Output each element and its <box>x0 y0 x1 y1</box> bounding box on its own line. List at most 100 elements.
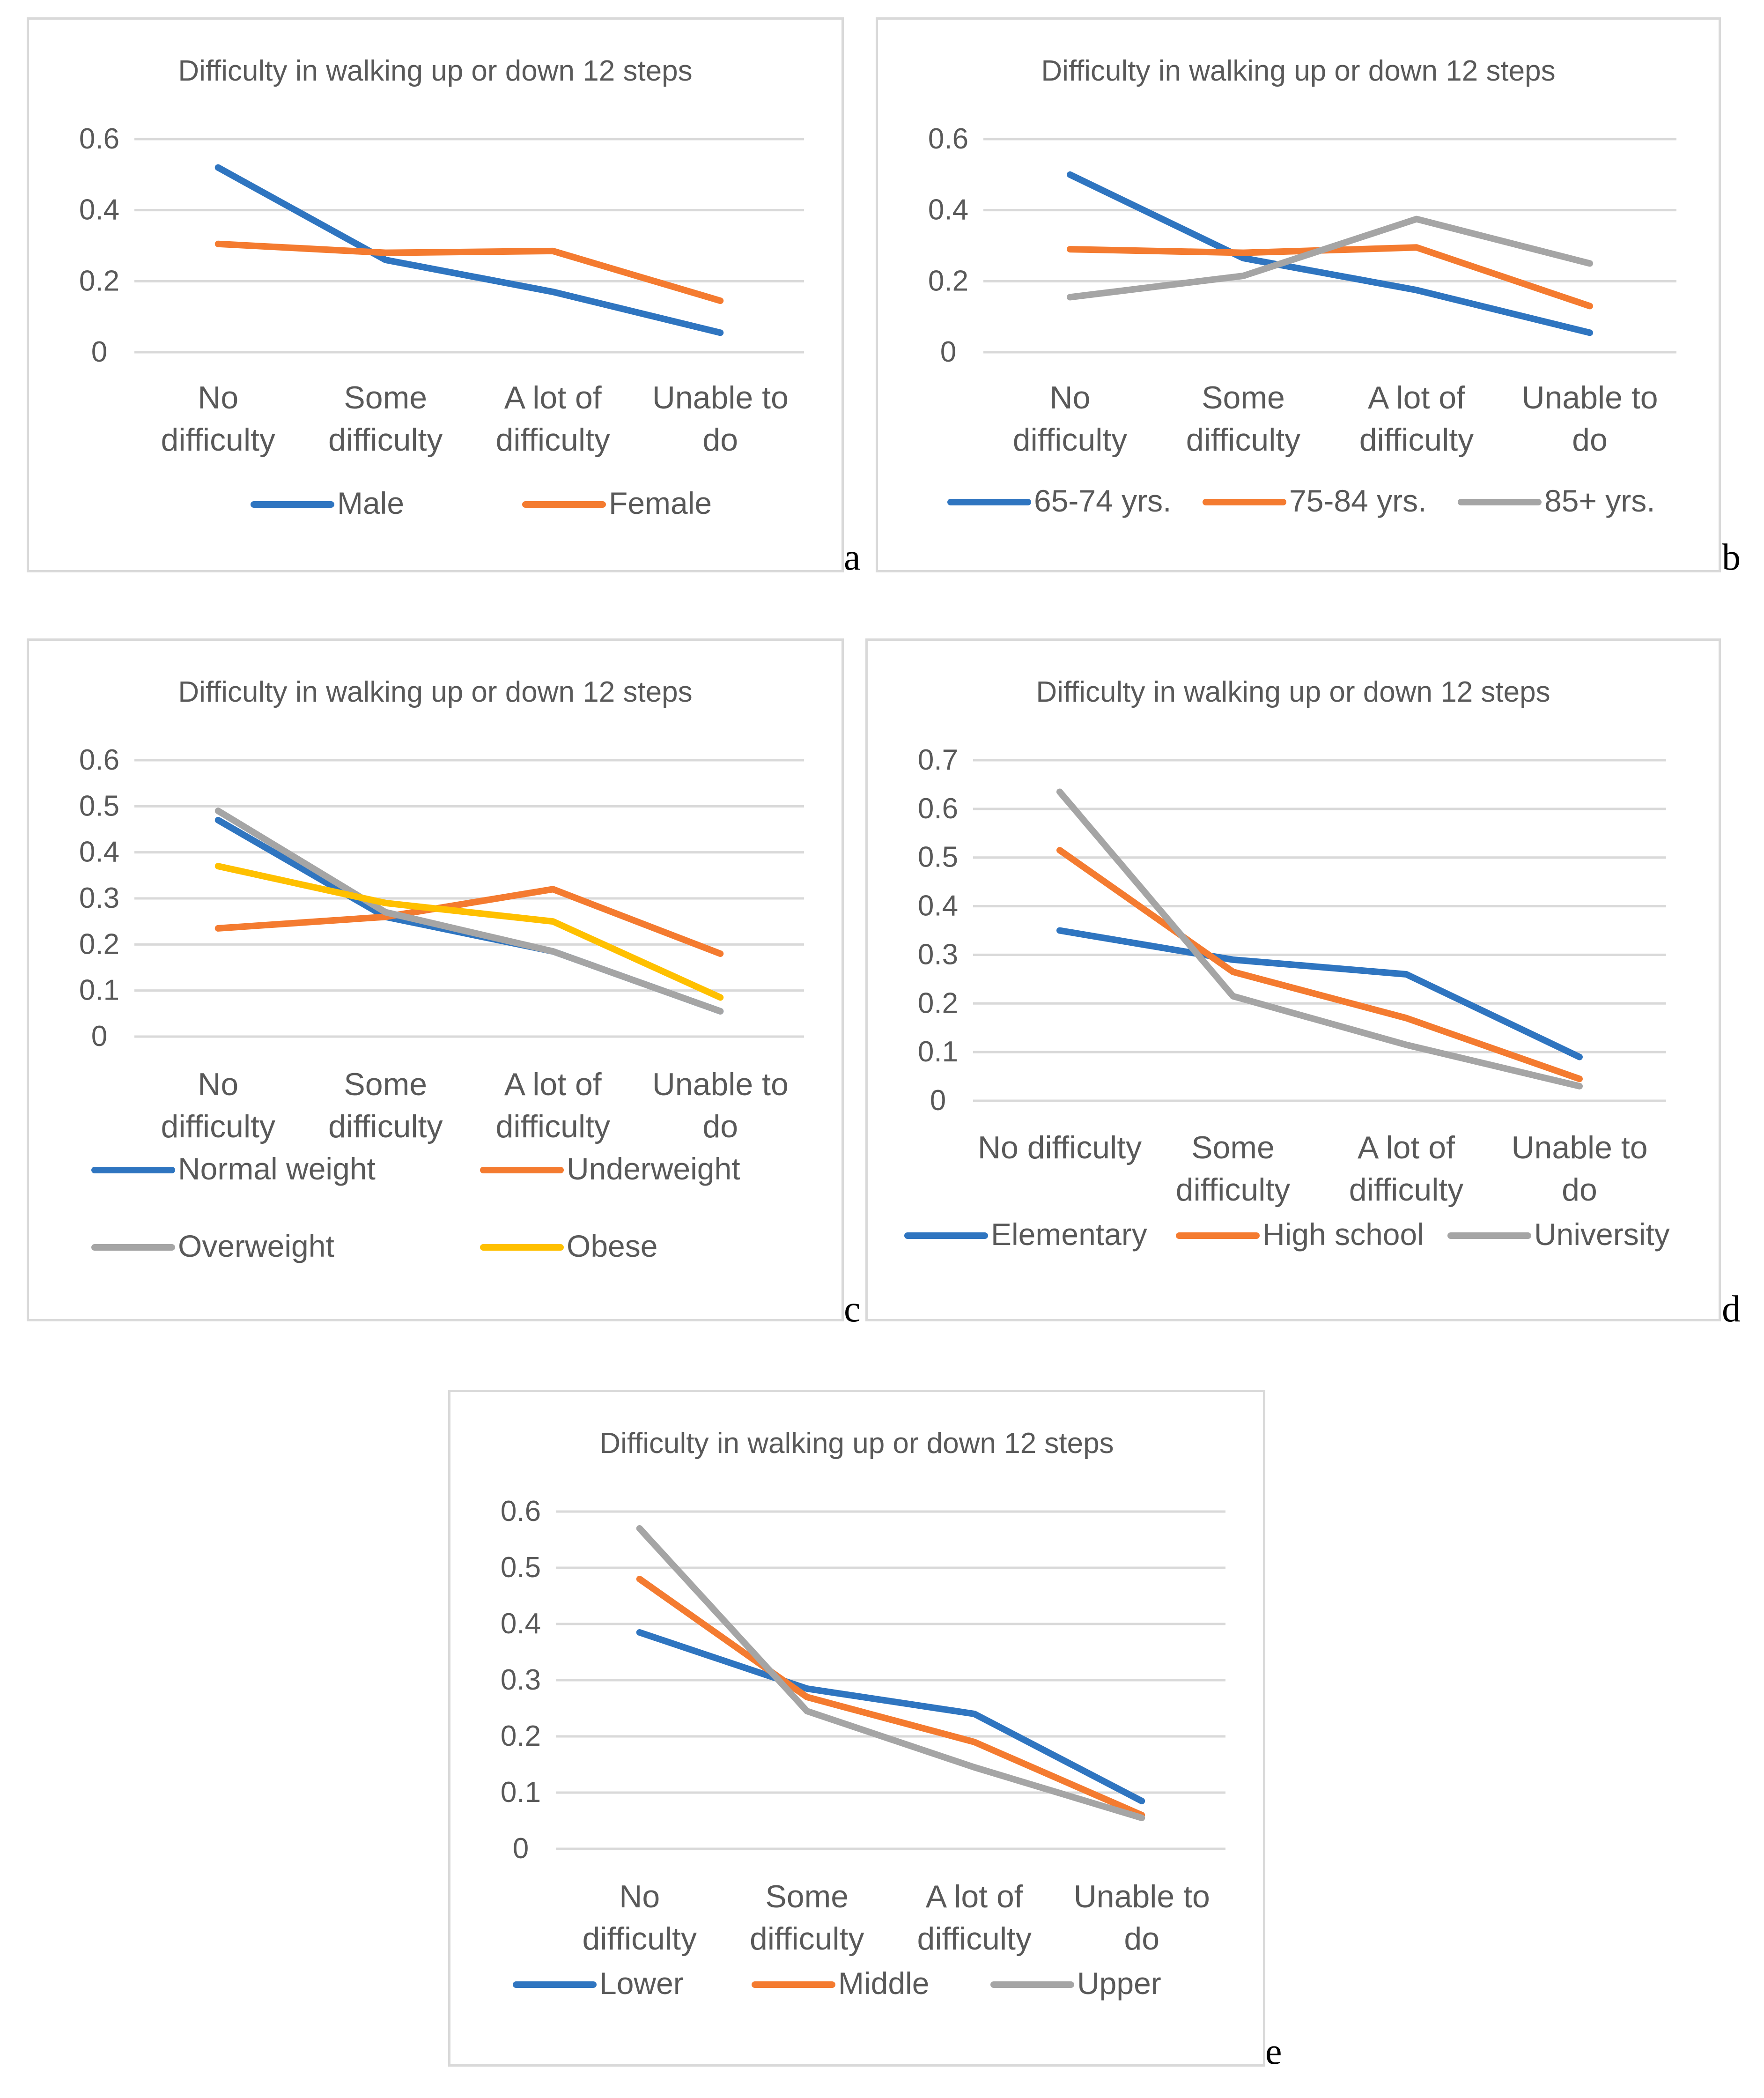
series-line-overweight <box>214 808 724 1015</box>
chart-svg-c: Difficulty in walking up or down 12 step… <box>79 676 804 1263</box>
x-category-label: A lot of <box>504 1067 602 1102</box>
series-line-middle <box>636 1576 1145 1818</box>
x-category-label: No <box>198 1067 238 1102</box>
x-category-label: difficulty <box>917 1921 1032 1957</box>
legend-label: Female <box>609 486 712 520</box>
y-tick-label: 0.2 <box>928 265 968 297</box>
x-category-label: No <box>1050 380 1091 415</box>
y-tick-label: 0 <box>930 1084 946 1117</box>
x-category-label: Some <box>1191 1130 1275 1165</box>
series-line-male <box>214 164 724 336</box>
legend-label: University <box>1534 1217 1670 1252</box>
y-tick-label: 0.6 <box>918 793 958 825</box>
legend-label: Elementary <box>991 1217 1147 1252</box>
x-category-label: No <box>619 1879 660 1914</box>
legend-label: 85+ yrs. <box>1544 483 1655 518</box>
y-tick-label: 0 <box>91 336 107 368</box>
y-tick-label: 0.7 <box>918 744 958 776</box>
y-tick-label: 0.4 <box>501 1608 541 1640</box>
y-tick-label: 0 <box>513 1832 529 1865</box>
x-category-label: A lot of <box>504 380 602 415</box>
chart-panel-e: Difficulty in walking up or down 12 step… <box>448 1390 1265 2067</box>
y-tick-label: 0.4 <box>928 194 968 226</box>
x-category-label: do <box>1562 1172 1597 1208</box>
panel-letter-d: d <box>1722 1289 1741 1330</box>
legend-label: Male <box>337 486 404 520</box>
series-line-elementary <box>1056 927 1583 1060</box>
series-line-upper <box>636 1525 1145 1821</box>
x-category-label: Some <box>1202 380 1285 415</box>
y-tick-label: 0.3 <box>79 882 119 914</box>
x-category-label: A lot of <box>1368 380 1465 415</box>
legend-label: Underweight <box>567 1151 740 1186</box>
x-category-label: difficulty <box>1349 1172 1463 1208</box>
y-tick-label: 0.6 <box>501 1495 541 1527</box>
x-category-label: difficulty <box>750 1921 864 1957</box>
x-category-label: A lot of <box>1358 1130 1455 1165</box>
x-category-label: do <box>1124 1921 1159 1957</box>
x-category-label: Unable to <box>1521 380 1658 415</box>
x-category-label: Some <box>344 380 427 415</box>
panel-letter-e: e <box>1265 2031 1282 2072</box>
chart-svg-d: Difficulty in walking up or down 12 step… <box>904 676 1670 1252</box>
legend-label: Normal weight <box>178 1151 376 1186</box>
y-tick-label: 0.2 <box>79 928 119 960</box>
y-tick-label: 0.1 <box>501 1776 541 1809</box>
chart-svg-e: Difficulty in walking up or down 12 step… <box>501 1427 1225 2001</box>
x-category-label: difficulty <box>1176 1172 1290 1208</box>
series-line-65-74-yrs- <box>1067 171 1593 336</box>
series-line-high-school <box>1056 847 1583 1082</box>
panel-letter-a: a <box>844 537 861 578</box>
y-tick-label: 0.4 <box>79 194 119 226</box>
x-category-label: Unable to <box>652 380 789 415</box>
x-category-label: Some <box>344 1067 427 1102</box>
x-category-label: Unable to <box>1511 1130 1647 1165</box>
chart-title: Difficulty in walking up or down 12 step… <box>1036 676 1550 708</box>
legend-label: Obese <box>567 1229 657 1263</box>
x-category-label: difficulty <box>496 422 610 458</box>
y-tick-label: 0.1 <box>918 1036 958 1068</box>
y-tick-label: 0.3 <box>918 938 958 971</box>
x-category-label: difficulty <box>1186 422 1300 458</box>
x-category-label: difficulty <box>496 1109 610 1144</box>
x-category-label: No difficulty <box>978 1130 1142 1165</box>
legend-label: Lower <box>599 1966 684 2001</box>
y-tick-label: 0.6 <box>79 744 119 776</box>
y-tick-label: 0 <box>91 1020 107 1053</box>
x-category-label: difficulty <box>161 1109 275 1144</box>
y-tick-label: 0.6 <box>79 123 119 155</box>
chart-title: Difficulty in walking up or down 12 step… <box>178 55 692 87</box>
x-category-label: No <box>198 380 238 415</box>
legend-label: 75-84 yrs. <box>1289 483 1426 518</box>
y-tick-label: 0.2 <box>501 1720 541 1752</box>
y-tick-label: 0.4 <box>79 836 119 868</box>
y-tick-label: 0.5 <box>501 1551 541 1584</box>
x-category-label: difficulty <box>1013 422 1127 458</box>
y-tick-label: 0 <box>940 336 956 368</box>
y-tick-label: 0.6 <box>928 123 968 155</box>
panel-letter-b: b <box>1722 537 1741 578</box>
x-category-label: difficulty <box>1359 422 1474 458</box>
chart-panel-d: Difficulty in walking up or down 12 step… <box>865 638 1721 1321</box>
chart-panel-c: Difficulty in walking up or down 12 step… <box>27 638 844 1321</box>
series-line-university <box>1056 788 1583 1090</box>
x-category-label: do <box>702 1109 738 1144</box>
y-tick-label: 0.1 <box>79 974 119 1007</box>
y-tick-label: 0.3 <box>501 1664 541 1696</box>
x-category-label: do <box>702 422 738 458</box>
series-line-female <box>214 240 724 304</box>
x-category-label: difficulty <box>328 1109 443 1144</box>
legend-label: High school <box>1262 1217 1424 1252</box>
x-category-label: Some <box>765 1879 849 1914</box>
chart-panel-a: Difficulty in walking up or down 12 step… <box>27 17 844 572</box>
legend-label: Overweight <box>178 1229 334 1263</box>
chart-title: Difficulty in walking up or down 12 step… <box>1041 55 1555 87</box>
x-category-label: difficulty <box>161 422 275 458</box>
x-category-label: A lot of <box>926 1879 1023 1914</box>
chart-title: Difficulty in walking up or down 12 step… <box>599 1427 1114 1460</box>
y-tick-label: 0.4 <box>918 890 958 922</box>
series-line-lower <box>636 1629 1145 1804</box>
x-category-label: difficulty <box>328 422 443 458</box>
y-tick-label: 0.5 <box>79 790 119 822</box>
chart-svg-a: Difficulty in walking up or down 12 step… <box>79 55 804 520</box>
